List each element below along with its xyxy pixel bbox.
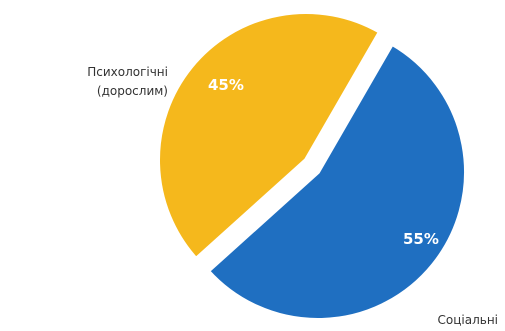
slice-category-label-line: Соціальні [438, 313, 499, 327]
slice-category-label-line: (дорослим) [97, 84, 168, 98]
pie-slices [156, 10, 468, 322]
pie-slice-social [206, 41, 468, 322]
slice-category-label: Соціальні [438, 313, 499, 327]
slice-category-label: Психологічні (дорослим) [87, 65, 168, 98]
slice-value-label: 55% [403, 230, 439, 248]
pie-slice-psychological [156, 10, 382, 262]
slice-category-label-line: Психологічні [87, 65, 168, 79]
pie-labels: 45% Психологічні (дорослим) 55% Соціальні [87, 65, 498, 327]
slice-value-label: 45% [208, 76, 244, 94]
